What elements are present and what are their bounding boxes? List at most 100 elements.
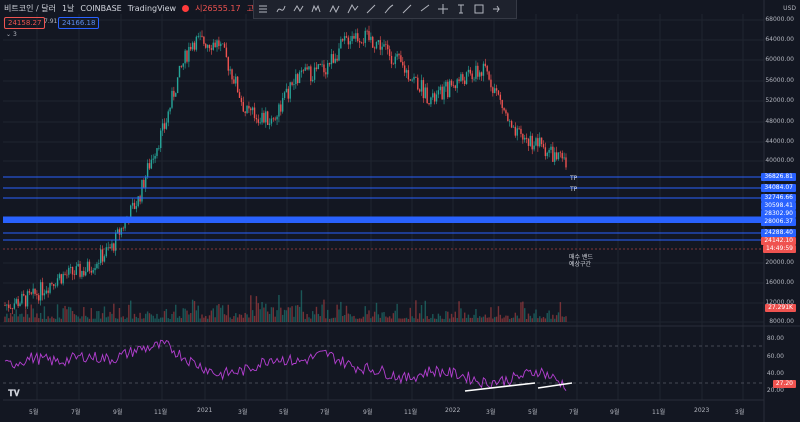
price-candle	[26, 291, 29, 307]
volume-bar	[482, 316, 485, 322]
volume-bar	[250, 295, 252, 322]
price-candle	[402, 61, 404, 66]
price-candle	[398, 54, 400, 56]
volume-bar	[233, 316, 235, 322]
price-candle	[544, 147, 547, 157]
volume-bar	[497, 306, 500, 322]
volume-bar	[39, 312, 42, 322]
price-candle	[353, 36, 355, 39]
volume-bar	[201, 314, 203, 322]
price-candle	[45, 290, 47, 294]
volume-bar	[514, 312, 517, 322]
price-candle	[555, 152, 558, 160]
rsi-line	[4, 339, 567, 391]
brush-icon[interactable]	[362, 2, 380, 16]
path-icon[interactable]	[344, 2, 362, 16]
price-candle	[552, 146, 554, 162]
volume-bar	[96, 311, 98, 322]
price-candle	[351, 36, 353, 42]
price-candle	[180, 65, 183, 67]
wave-icon[interactable]	[290, 2, 308, 16]
wave-alt-icon[interactable]	[308, 2, 326, 16]
indicator-toggle[interactable]: ⌄ 3	[6, 31, 17, 38]
buy-button[interactable]: 24166.18	[58, 17, 100, 29]
volume-bar	[539, 316, 541, 322]
crosshair-icon[interactable]	[434, 2, 452, 16]
price-candle	[272, 118, 275, 120]
rsi-axis-label: 20.00	[766, 387, 784, 394]
chart-header: 비트코인 / 달러 1날 COINBASE TradingView 시26555…	[4, 3, 259, 14]
time-axis-label: 5월	[279, 409, 289, 416]
volume-bar	[283, 309, 286, 322]
spread-label: 7.91	[44, 18, 58, 25]
price-candle	[522, 133, 524, 140]
menu-icon[interactable]	[254, 2, 272, 16]
price-candle	[554, 152, 556, 162]
volume-bar	[101, 313, 104, 322]
cycle-icon[interactable]	[272, 2, 290, 16]
price-candle	[495, 88, 498, 91]
price-candle	[285, 88, 288, 93]
volume-bar	[114, 318, 117, 322]
volume-bar	[130, 300, 132, 322]
rsi-divergence-line-2	[537, 382, 573, 389]
volume-bar	[126, 317, 128, 322]
buy-zone-label-2: 예상구간	[569, 261, 592, 268]
ray-icon[interactable]	[416, 2, 434, 16]
volume-bar	[426, 316, 428, 322]
trend-line-icon[interactable]	[398, 2, 416, 16]
price-candle	[259, 122, 261, 124]
volume-bar	[289, 307, 291, 322]
volume-bar	[225, 315, 228, 322]
price-candle	[190, 46, 192, 50]
volume-bar	[559, 302, 562, 322]
price-candle	[242, 102, 244, 112]
volume-bar	[229, 317, 231, 322]
price-candle	[424, 87, 426, 99]
price-candle	[184, 50, 186, 64]
rsi-value-tag: 27.20	[772, 380, 796, 388]
price-candle	[32, 288, 34, 294]
rectangle-icon[interactable]	[470, 2, 488, 16]
volume-bar	[205, 316, 207, 322]
price-candle	[28, 291, 31, 293]
price-candle	[327, 63, 329, 75]
price-candle	[368, 31, 370, 41]
volume-bar	[150, 314, 153, 322]
volume-bar	[152, 315, 154, 322]
price-candle	[19, 303, 21, 307]
price-candle	[227, 57, 229, 71]
support-zone-band	[3, 217, 764, 223]
time-axis-label: 3월	[735, 409, 745, 416]
arrow-icon[interactable]	[488, 2, 506, 16]
volume-bar	[503, 317, 505, 322]
volume-bar	[248, 317, 250, 322]
wave-triangle-icon[interactable]	[326, 2, 344, 16]
volume-bar	[465, 317, 468, 322]
price-candle	[340, 39, 342, 49]
volume-bar	[537, 318, 539, 322]
price-candle	[514, 126, 517, 136]
volume-bar	[210, 310, 213, 322]
text-cursor-icon[interactable]	[452, 2, 470, 16]
price-candle	[60, 274, 62, 284]
price-candle	[448, 80, 451, 98]
interval-label[interactable]: 1날	[61, 4, 75, 13]
price-candle	[130, 205, 132, 223]
pen-icon[interactable]	[380, 2, 398, 16]
volume-bar	[546, 313, 548, 322]
volume-bar	[349, 314, 351, 322]
volume-bar	[353, 315, 355, 322]
volume-bar	[191, 299, 194, 322]
price-candle	[490, 79, 492, 88]
price-candle	[302, 70, 305, 72]
volume-bar	[291, 306, 293, 322]
sell-button[interactable]: 24158.27	[4, 17, 46, 29]
symbol-title[interactable]: 비트코인 / 달러	[4, 4, 56, 13]
price-candle	[546, 152, 548, 157]
volume-bar	[501, 318, 503, 322]
price-candle	[38, 295, 40, 301]
price-candle	[148, 163, 151, 169]
price-candle	[535, 138, 537, 146]
